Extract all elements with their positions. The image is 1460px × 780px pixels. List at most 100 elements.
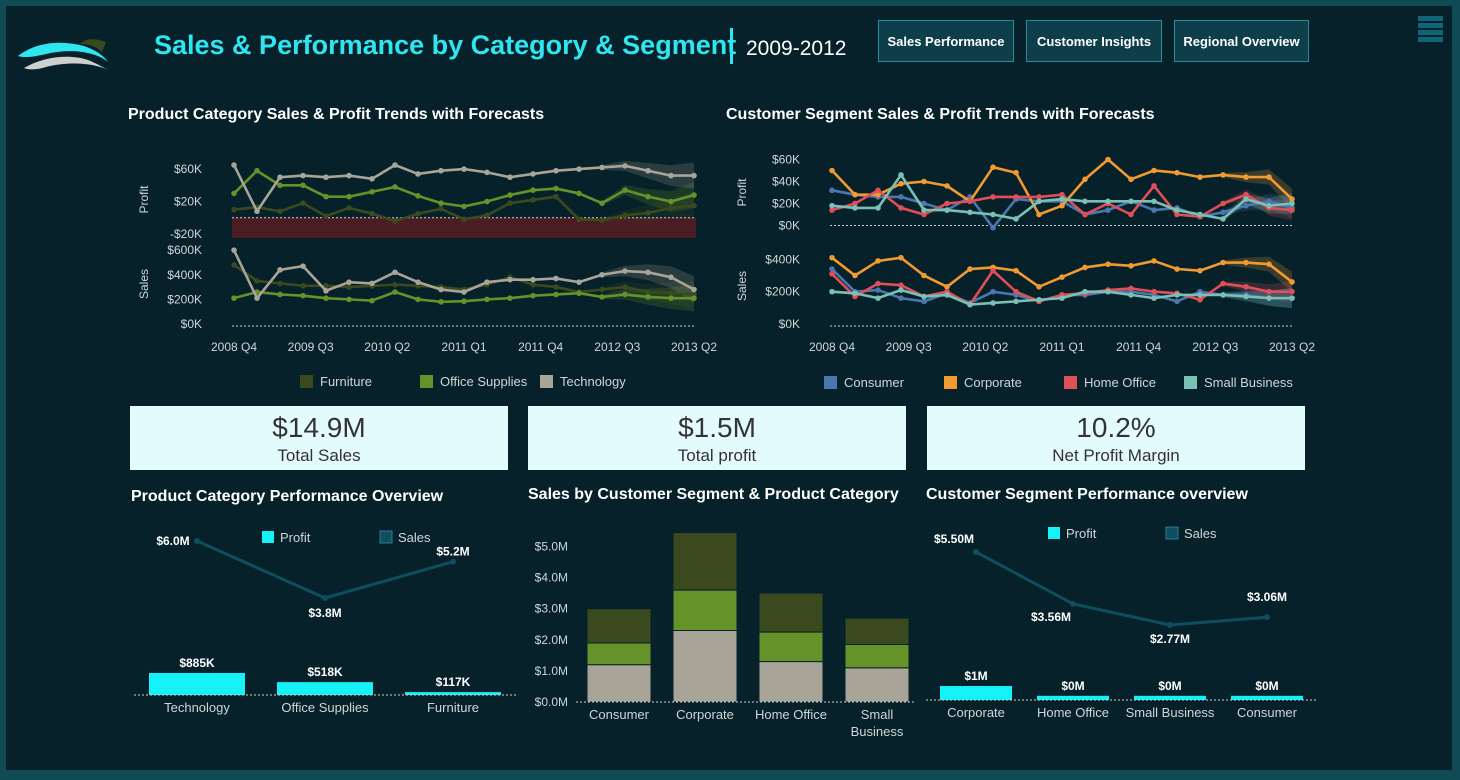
data-point xyxy=(277,291,283,298)
profit-value-label: $1M xyxy=(964,669,987,683)
category-label: Furniture xyxy=(427,700,479,715)
data-point xyxy=(898,295,904,301)
x-tick-label: 2011 Q1 xyxy=(1039,340,1084,354)
stacked-bar-segment xyxy=(758,661,824,703)
x-tick-label: 2010 Q2 xyxy=(962,340,1008,354)
data-point xyxy=(346,296,352,303)
legend-label: Technology xyxy=(560,374,626,389)
sales-point xyxy=(1167,622,1173,628)
data-point xyxy=(1105,288,1111,295)
data-point xyxy=(1220,280,1226,287)
sales-value-label: $3.56M xyxy=(1031,610,1071,624)
data-point xyxy=(530,187,536,193)
profit-value-label: $117K xyxy=(436,675,471,689)
data-point xyxy=(300,182,306,189)
data-point xyxy=(1128,292,1134,298)
data-point xyxy=(1243,196,1249,202)
segment-category-sales-chart: $5.0M $4.0M $3.0M $2.0M $1.0M $0.0M Consumer Co… xyxy=(535,532,916,739)
data-point xyxy=(1266,261,1272,267)
category-label: Home Office xyxy=(1037,705,1109,720)
data-point xyxy=(1151,167,1157,174)
data-point xyxy=(852,272,858,279)
data-point xyxy=(369,297,375,304)
data-point xyxy=(1266,202,1272,209)
data-point xyxy=(1151,288,1157,295)
data-point xyxy=(921,272,927,279)
category-overview-title: Product Category Performance Overview xyxy=(131,488,444,505)
data-point xyxy=(645,193,651,200)
data-point xyxy=(1082,264,1088,271)
x-tick-label: 2009 Q3 xyxy=(288,340,334,354)
data-point xyxy=(921,207,927,213)
data-point xyxy=(346,193,352,200)
data-point xyxy=(1197,296,1203,303)
sales-point xyxy=(973,549,979,555)
data-point xyxy=(392,281,398,288)
legend-label: Consumer xyxy=(844,375,905,390)
kpi-label: Total profit xyxy=(677,446,757,465)
data-point xyxy=(668,274,674,281)
segment-trends-chart: $60K $40K $20K $0K Profit $400K $200K $0K Sales 2… xyxy=(735,153,1315,391)
data-point xyxy=(576,290,582,297)
data-point xyxy=(622,187,628,193)
data-point xyxy=(461,216,467,223)
data-point xyxy=(645,269,651,276)
category-label: Consumer xyxy=(1237,705,1298,720)
data-point xyxy=(369,176,375,182)
x-tick-label: 2011 Q4 xyxy=(518,340,563,354)
data-point xyxy=(599,200,605,206)
legend-swatch xyxy=(824,376,837,389)
legend-label: Corporate xyxy=(964,375,1022,390)
x-tick-label: 2011 Q1 xyxy=(441,340,486,354)
data-point xyxy=(921,298,927,305)
x-tick-label: 2009 Q3 xyxy=(886,340,932,354)
data-point xyxy=(990,164,996,170)
sales-value-label: $3.06M xyxy=(1247,590,1287,604)
data-point xyxy=(1174,211,1180,218)
nav-regional-overview-button[interactable]: Regional Overview xyxy=(1174,20,1309,62)
data-point xyxy=(231,247,237,253)
data-point xyxy=(1174,207,1180,213)
sales-tick-label: $400K xyxy=(167,268,202,282)
nav-sales-performance-button[interactable]: Sales Performance xyxy=(878,20,1014,62)
sales-value-label: $2.77M xyxy=(1150,632,1190,646)
data-point xyxy=(1220,259,1226,266)
hamburger-menu-icon[interactable] xyxy=(1418,16,1444,47)
profit-bar xyxy=(1037,695,1109,700)
x-tick-label: 2011 Q4 xyxy=(1116,340,1161,354)
data-point xyxy=(691,172,697,179)
data-point xyxy=(300,283,306,289)
data-point xyxy=(1036,198,1042,205)
data-point xyxy=(369,189,375,195)
data-point xyxy=(300,200,306,206)
data-point xyxy=(1036,194,1042,200)
data-point xyxy=(1289,207,1295,213)
data-point xyxy=(576,216,582,223)
x-tick-label: 2010 Q2 xyxy=(364,340,410,354)
data-point xyxy=(1243,174,1249,180)
data-point xyxy=(1220,200,1226,207)
data-point xyxy=(944,284,950,290)
forecast-band xyxy=(602,264,694,304)
legend-label: Office Supplies xyxy=(440,374,528,389)
data-point xyxy=(1059,196,1065,202)
x-tick-label: 2013 Q2 xyxy=(1269,340,1315,354)
data-point xyxy=(829,271,835,277)
data-point xyxy=(1105,261,1111,267)
data-point xyxy=(254,278,260,284)
data-point xyxy=(1059,274,1065,280)
profit-value-label: $0M xyxy=(1061,679,1084,693)
data-point xyxy=(921,178,927,185)
data-point xyxy=(576,166,582,172)
data-point xyxy=(369,280,375,287)
sales-tick-label: $200K xyxy=(167,292,202,306)
data-point xyxy=(829,187,835,194)
category-label: Home Office xyxy=(755,707,827,722)
stacked-bar-segment xyxy=(672,589,738,631)
data-point xyxy=(300,172,306,179)
nav-customer-insights-button[interactable]: Customer Insights xyxy=(1026,20,1162,62)
profit-tick-label: $20K xyxy=(174,195,202,209)
data-point xyxy=(346,284,352,290)
profit-bar xyxy=(1231,695,1303,700)
data-point xyxy=(668,172,674,179)
